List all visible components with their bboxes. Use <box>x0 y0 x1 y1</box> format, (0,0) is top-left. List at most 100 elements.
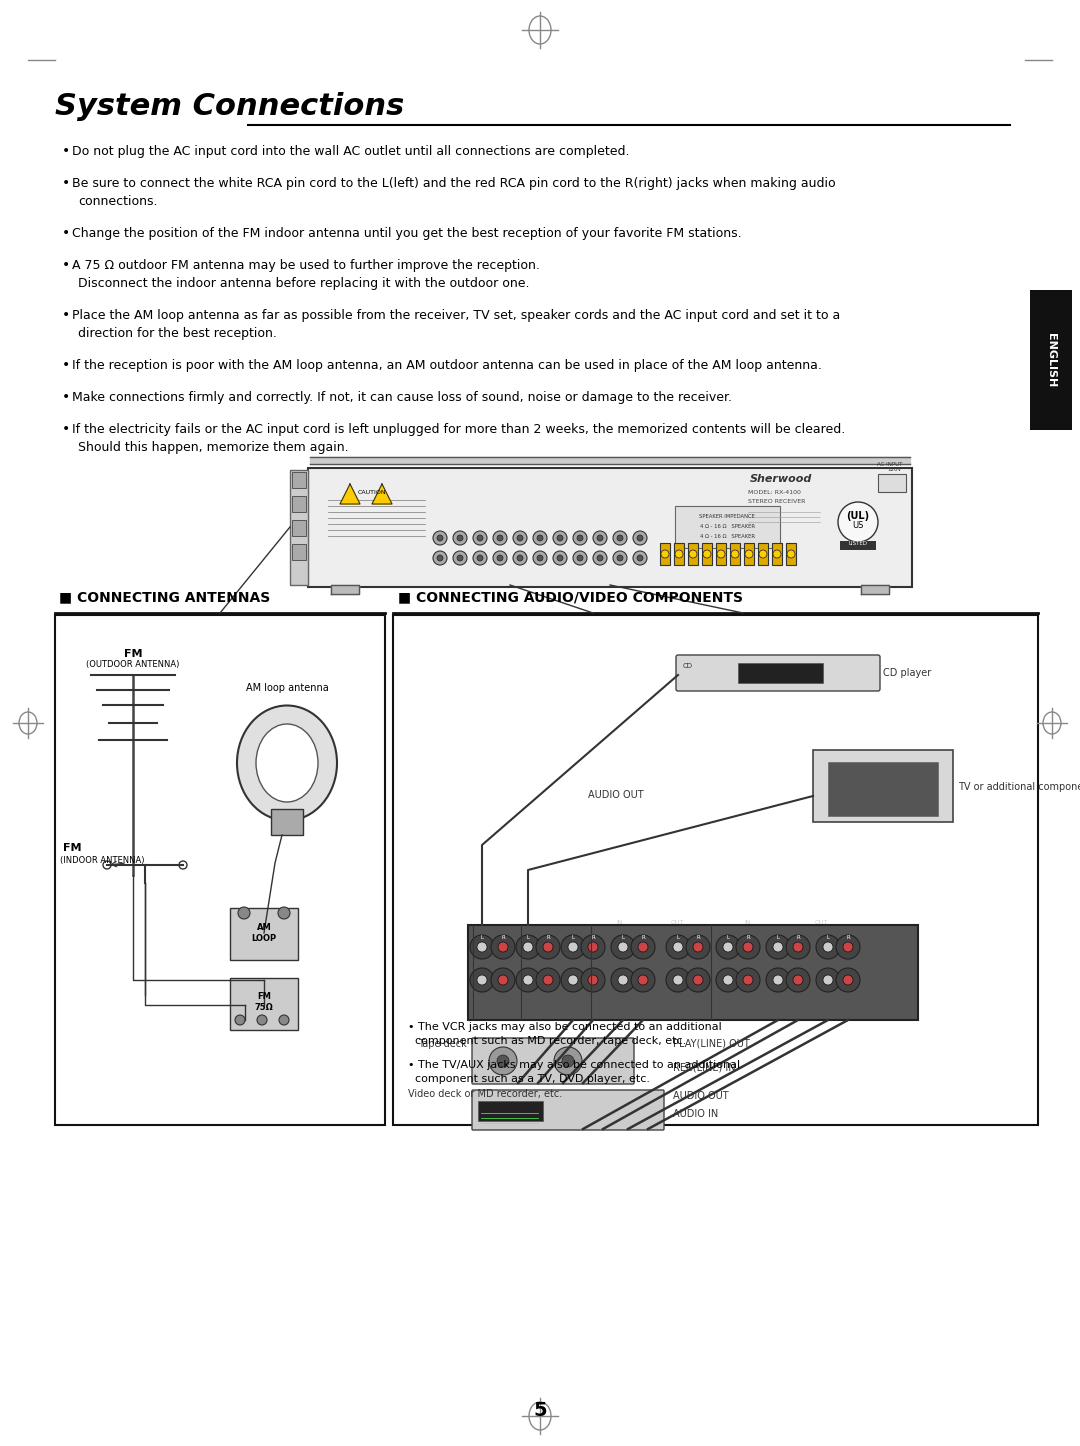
Circle shape <box>618 941 627 951</box>
Text: IN: IN <box>744 920 751 925</box>
Circle shape <box>581 967 605 992</box>
Circle shape <box>631 967 654 992</box>
Circle shape <box>523 941 534 951</box>
Circle shape <box>581 936 605 959</box>
Circle shape <box>773 975 783 985</box>
Circle shape <box>534 531 546 545</box>
Circle shape <box>516 936 540 959</box>
Text: R: R <box>796 936 800 940</box>
Text: MODEL: RX-4100: MODEL: RX-4100 <box>748 490 801 495</box>
Circle shape <box>618 975 627 985</box>
Circle shape <box>745 549 753 558</box>
Text: TAPE: TAPE <box>637 910 660 920</box>
Circle shape <box>836 936 860 959</box>
Circle shape <box>689 549 697 558</box>
Circle shape <box>470 936 494 959</box>
Bar <box>688 544 698 565</box>
Circle shape <box>613 551 627 565</box>
Text: (UL): (UL) <box>847 510 869 521</box>
Bar <box>828 762 939 816</box>
Text: ■ CONNECTING AUDIO/VIDEO COMPONENTS: ■ CONNECTING AUDIO/VIDEO COMPONENTS <box>399 590 743 604</box>
Circle shape <box>661 549 669 558</box>
FancyBboxPatch shape <box>308 469 912 587</box>
Text: ■ CONNECTING ANTENNAS: ■ CONNECTING ANTENNAS <box>59 590 270 604</box>
Circle shape <box>588 975 598 985</box>
Circle shape <box>611 936 635 959</box>
Circle shape <box>498 975 508 985</box>
Circle shape <box>491 936 515 959</box>
Text: CD player: CD player <box>883 668 931 678</box>
Circle shape <box>735 936 760 959</box>
Circle shape <box>673 941 683 951</box>
Circle shape <box>473 551 487 565</box>
FancyBboxPatch shape <box>472 1090 664 1129</box>
Text: FM: FM <box>124 649 143 659</box>
Text: •: • <box>62 145 70 158</box>
Circle shape <box>477 941 487 951</box>
Bar <box>702 544 712 565</box>
Circle shape <box>433 551 447 565</box>
Circle shape <box>686 967 710 992</box>
Text: AUDIO OUT: AUDIO OUT <box>588 790 644 800</box>
Circle shape <box>536 967 561 992</box>
Circle shape <box>577 555 583 561</box>
Circle shape <box>838 502 878 542</box>
Text: IN: IN <box>617 920 623 925</box>
Circle shape <box>554 1047 582 1074</box>
Bar <box>291 470 308 586</box>
Circle shape <box>517 535 523 541</box>
Text: •: • <box>62 359 70 372</box>
Circle shape <box>716 967 740 992</box>
Bar <box>758 544 768 565</box>
Bar <box>675 506 780 548</box>
Text: TV/AUX: TV/AUX <box>536 910 571 920</box>
Circle shape <box>723 941 733 951</box>
Circle shape <box>573 551 588 565</box>
Text: OUT: OUT <box>814 920 828 925</box>
Circle shape <box>536 936 561 959</box>
Text: ENGLISH: ENGLISH <box>1047 333 1056 388</box>
Ellipse shape <box>256 724 318 803</box>
Circle shape <box>773 941 783 951</box>
Bar <box>292 544 306 560</box>
Circle shape <box>843 941 853 951</box>
Circle shape <box>786 967 810 992</box>
Circle shape <box>179 860 187 869</box>
Circle shape <box>477 535 483 541</box>
Circle shape <box>759 549 767 558</box>
Bar <box>813 750 953 821</box>
Circle shape <box>457 535 463 541</box>
Circle shape <box>477 555 483 561</box>
Ellipse shape <box>237 706 337 820</box>
Circle shape <box>568 941 578 951</box>
Text: OUT: OUT <box>671 920 684 925</box>
Circle shape <box>637 555 643 561</box>
Text: L: L <box>621 936 624 940</box>
Bar <box>716 544 726 565</box>
Bar <box>840 541 876 549</box>
Text: L: L <box>571 936 575 940</box>
Text: VCR: VCR <box>775 910 794 920</box>
Circle shape <box>557 555 563 561</box>
Bar <box>738 664 823 683</box>
Circle shape <box>103 860 111 869</box>
Circle shape <box>766 936 789 959</box>
Circle shape <box>543 975 553 985</box>
Bar <box>271 808 303 834</box>
Circle shape <box>568 975 578 985</box>
FancyBboxPatch shape <box>676 655 880 691</box>
Circle shape <box>497 555 503 561</box>
Circle shape <box>716 936 740 959</box>
Text: Be sure to connect the white RCA pin cord to the L(left) and the red RCA pin cor: Be sure to connect the white RCA pin cor… <box>72 176 836 189</box>
Circle shape <box>723 975 733 985</box>
Circle shape <box>238 907 249 920</box>
Circle shape <box>562 1056 573 1067</box>
FancyBboxPatch shape <box>55 615 384 1125</box>
Text: AC INPUT: AC INPUT <box>877 463 902 467</box>
Text: Tape deck: Tape deck <box>418 1040 467 1048</box>
Circle shape <box>717 549 725 558</box>
Circle shape <box>613 531 627 545</box>
Circle shape <box>611 967 635 992</box>
Text: R: R <box>546 936 550 940</box>
Circle shape <box>573 531 588 545</box>
